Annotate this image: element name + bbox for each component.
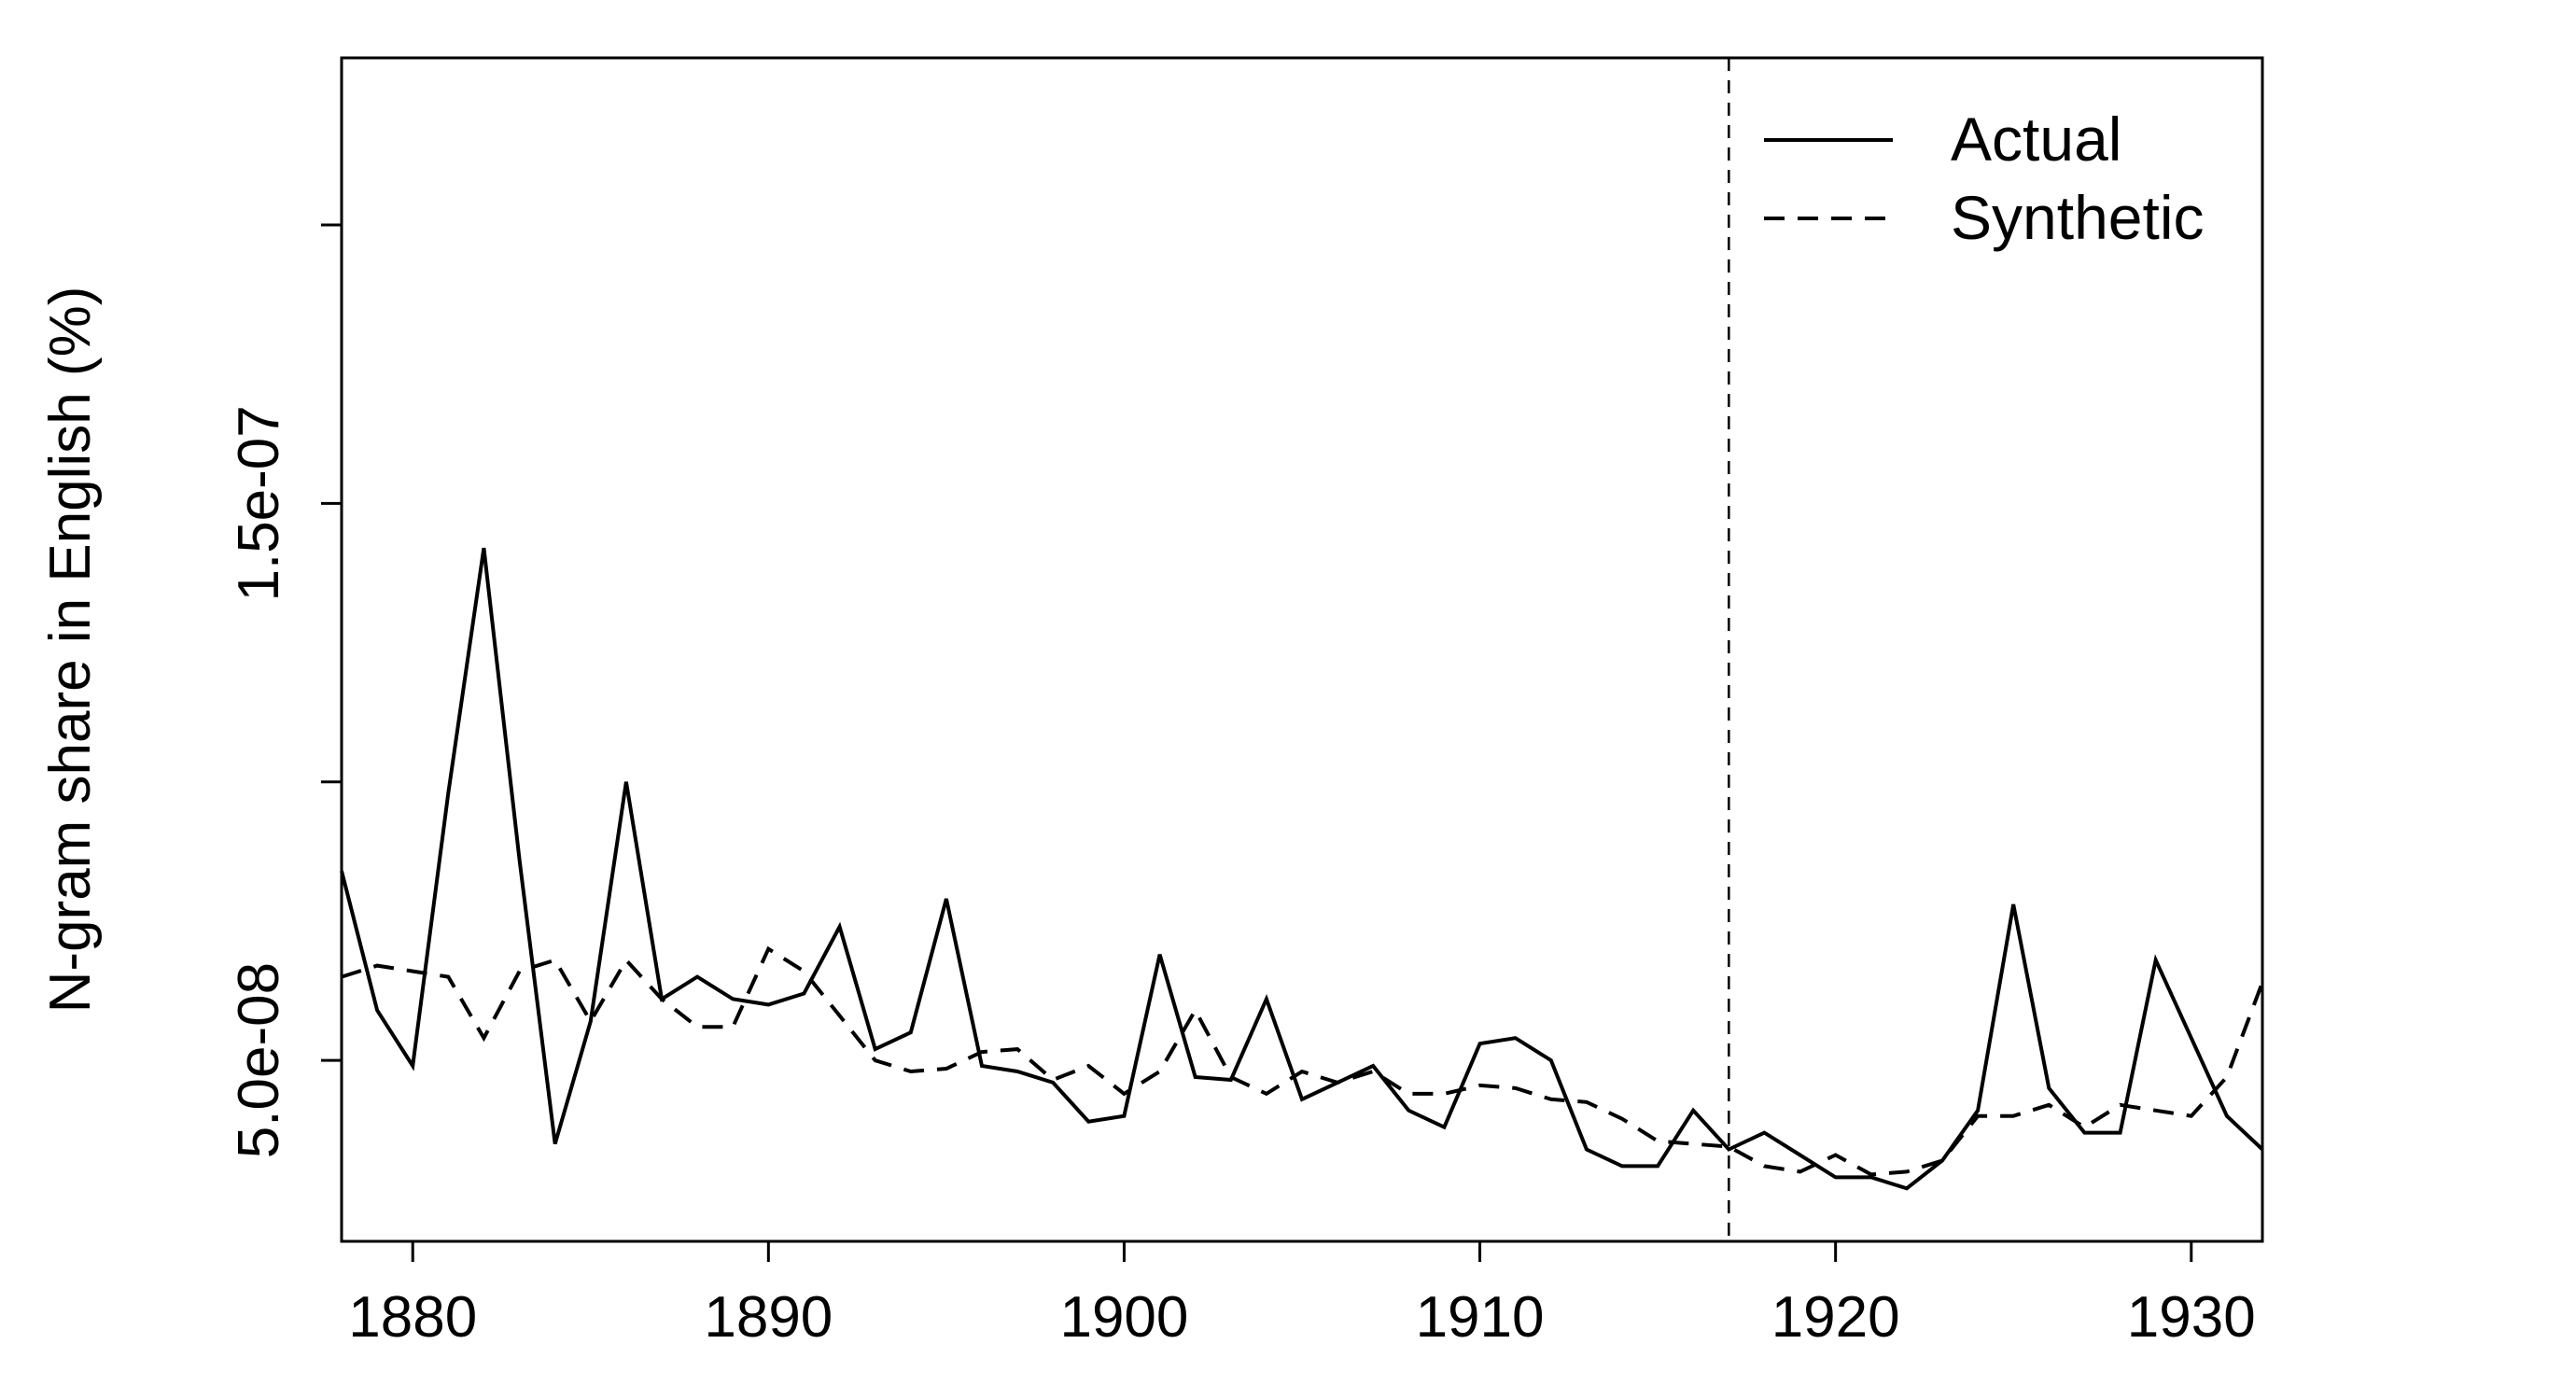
legend: Actual Synthetic — [1764, 105, 2204, 252]
x-tick-label: 1880 — [348, 1285, 477, 1350]
series-layer — [340, 547, 2264, 1191]
y-axis: 5.0e-08 1.5e-07 — [227, 223, 342, 1158]
series-line-actual — [340, 547, 2264, 1191]
series-line-synthetic — [341, 945, 2264, 1177]
y-axis-title: N-gram share in English (%) — [38, 287, 103, 1014]
x-tick-label: 1890 — [704, 1285, 833, 1350]
plot-frame — [340, 56, 2264, 1243]
x-tick-label: 1910 — [1416, 1285, 1545, 1350]
y-tick-label: 1.5e-07 — [227, 405, 291, 601]
x-tick-label: 1900 — [1059, 1285, 1188, 1350]
legend-label-actual: Actual — [1951, 105, 2121, 174]
y-tick-label: 5.0e-08 — [227, 962, 291, 1158]
x-tick-label: 1920 — [1771, 1285, 1900, 1350]
legend-label-synthetic: Synthetic — [1951, 183, 2204, 252]
x-axis: 1880 1890 1900 1910 1920 1930 — [348, 1241, 2256, 1350]
x-tick-label: 1930 — [2127, 1285, 2256, 1350]
